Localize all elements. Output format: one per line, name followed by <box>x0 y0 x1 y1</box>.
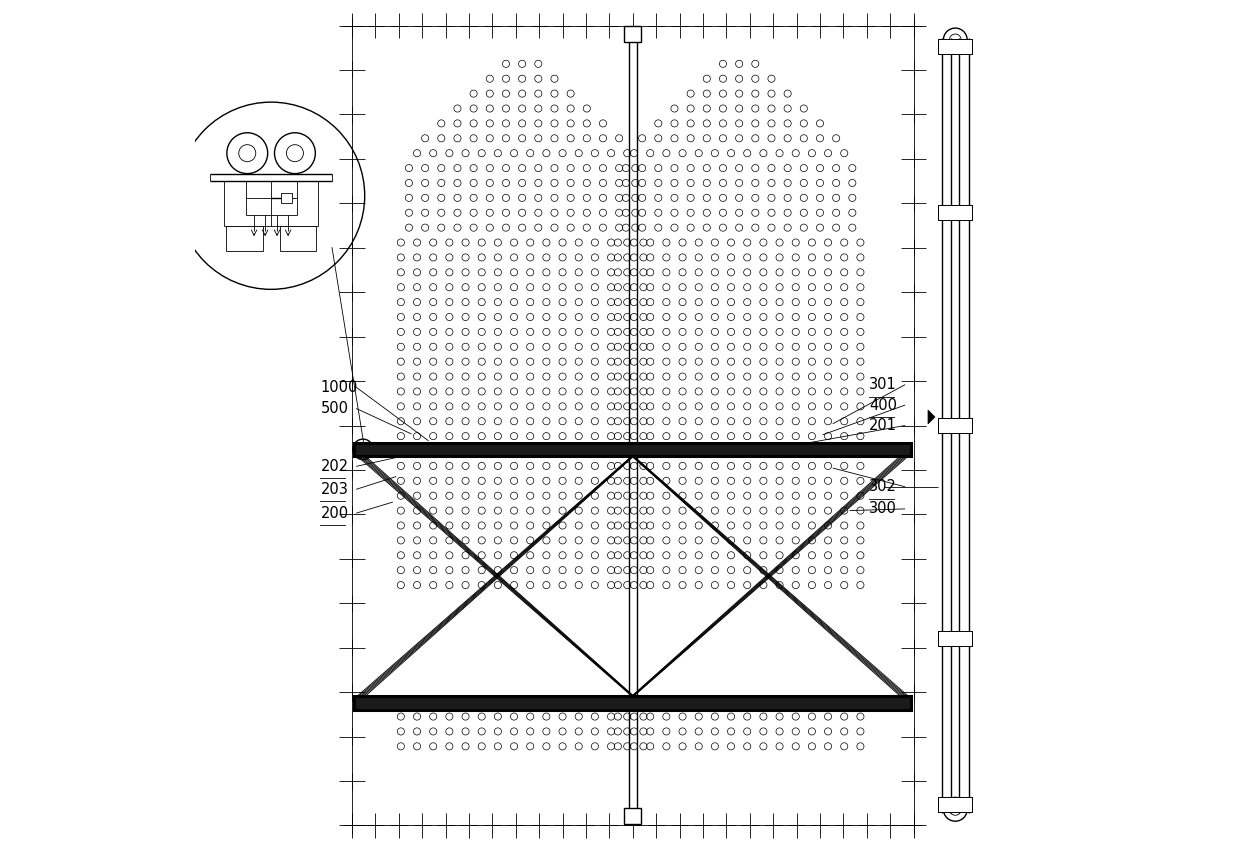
Text: 500: 500 <box>320 401 348 416</box>
Bar <box>355 696 911 710</box>
Text: 201: 201 <box>869 418 898 433</box>
Text: 300: 300 <box>869 501 898 517</box>
Text: 400: 400 <box>869 397 898 413</box>
Text: 200: 200 <box>320 505 348 521</box>
Bar <box>939 631 972 646</box>
Bar <box>624 26 641 42</box>
Text: 202: 202 <box>320 459 348 474</box>
Bar <box>281 193 291 203</box>
Bar <box>355 443 911 456</box>
Bar <box>939 418 972 433</box>
Bar <box>624 808 641 824</box>
Text: 203: 203 <box>320 482 348 497</box>
Text: 302: 302 <box>869 479 898 494</box>
Text: 1000: 1000 <box>320 380 358 395</box>
Bar <box>939 39 972 54</box>
Polygon shape <box>928 410 935 424</box>
Bar <box>939 797 972 812</box>
Bar <box>939 205 972 220</box>
Bar <box>226 226 263 251</box>
Text: 301: 301 <box>869 377 897 392</box>
Bar <box>279 226 316 251</box>
